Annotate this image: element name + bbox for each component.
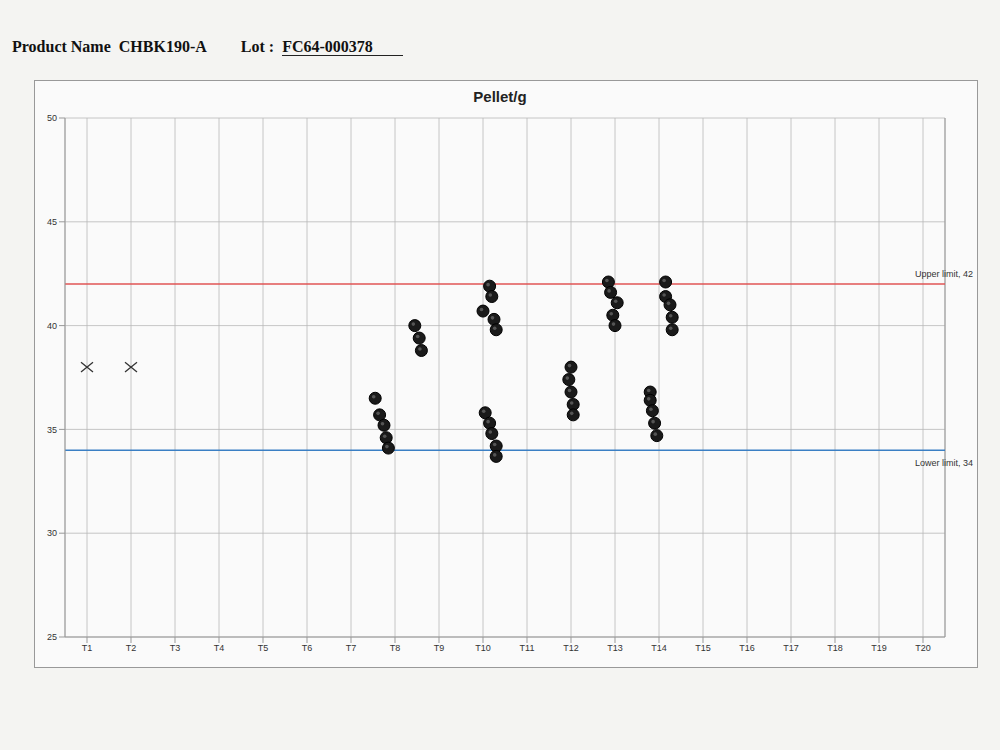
html-text:Pellet/g: Pellet/g: [473, 88, 527, 105]
svg-text:T17: T17: [783, 643, 799, 653]
html-text:FC64-000378: FC64-000378: [282, 38, 373, 55]
svg-text:Lower limit, 34: Lower limit, 34: [915, 458, 973, 468]
svg-text:T2: T2: [126, 643, 137, 653]
svg-text:T20: T20: [915, 643, 931, 653]
svg-text:T11: T11: [520, 643, 535, 653]
svg-text:T9: T9: [434, 643, 445, 653]
svg-text:T5: T5: [258, 643, 269, 653]
svg-text:T7: T7: [346, 643, 357, 653]
svg-text:T19: T19: [871, 643, 887, 653]
svg-text:T4: T4: [214, 643, 225, 653]
svg-text:T16: T16: [739, 643, 755, 653]
svg-text:Upper limit, 42: Upper limit, 42: [915, 269, 973, 279]
svg-text:T6: T6: [302, 643, 313, 653]
svg-text:T14: T14: [651, 643, 667, 653]
svg-text:25: 25: [47, 632, 57, 642]
svg-text:T12: T12: [563, 643, 579, 653]
svg-text:T18: T18: [827, 643, 843, 653]
svg-text:50: 50: [47, 113, 57, 123]
svg-text:T15: T15: [695, 643, 711, 653]
svg-text:T3: T3: [170, 643, 181, 653]
html-text:Product Name: Product Name: [12, 38, 111, 55]
svg-text:T8: T8: [390, 643, 401, 653]
svg-text:T1: T1: [82, 643, 93, 653]
html-text:Lot :: Lot :: [240, 38, 275, 55]
svg-text:45: 45: [47, 217, 57, 227]
svg-text:35: 35: [47, 425, 57, 435]
svg-text:T10: T10: [475, 643, 491, 653]
html-text:CHBK190-A: CHBK190-A: [118, 38, 207, 55]
svg-text:T13: T13: [607, 643, 623, 653]
svg-text:30: 30: [47, 528, 57, 538]
svg-text:40: 40: [47, 321, 57, 331]
